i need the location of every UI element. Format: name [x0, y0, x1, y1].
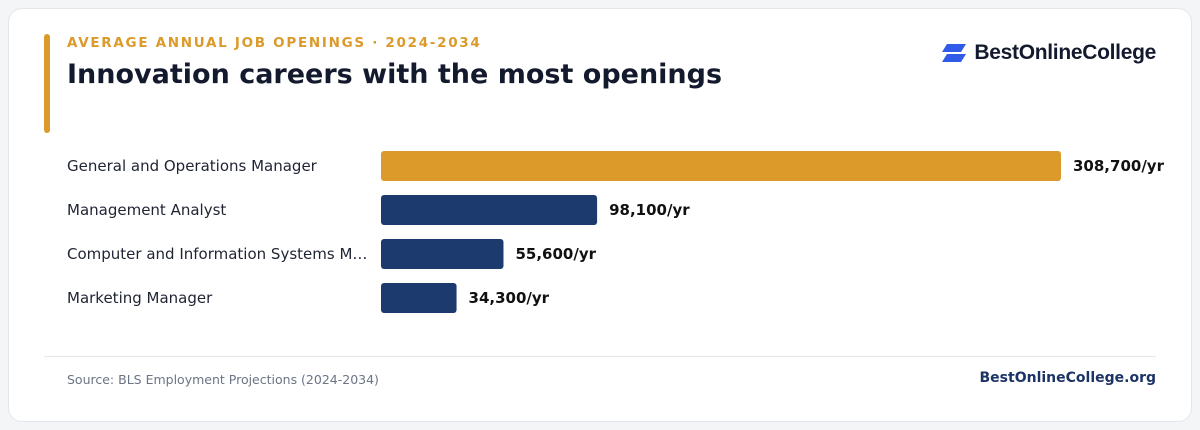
footer-divider [44, 356, 1156, 357]
chart-card: AVERAGE ANNUAL JOB OPENINGS · 2024-2034 … [8, 8, 1192, 422]
chart-title: Innovation careers with the most opening… [67, 59, 723, 90]
category-label: Management Analyst [67, 201, 226, 219]
bar[interactable] [381, 151, 1061, 181]
bestonlinecollege-logo-icon [942, 44, 967, 62]
brand-logo[interactable]: BestOnlineCollege [942, 41, 1156, 65]
brand-logo-text: BestOnlineCollege [974, 41, 1156, 64]
source-note: Source: BLS Employment Projections (2024… [67, 372, 379, 387]
category-label: Computer and Information Systems M… [67, 245, 367, 263]
value-label: 98,100/yr [609, 201, 690, 219]
category-label: Marketing Manager [67, 289, 213, 307]
accent-bar [44, 34, 50, 133]
bar[interactable] [381, 195, 598, 225]
footer-brand-link[interactable]: BestOnlineCollege.org [979, 370, 1156, 386]
category-label: General and Operations Manager [67, 157, 318, 175]
value-label: 55,600/yr [515, 245, 596, 263]
bar[interactable] [381, 283, 457, 313]
value-label: 34,300/yr [469, 289, 550, 307]
eyebrow-label: AVERAGE ANNUAL JOB OPENINGS · 2024-2034 [67, 35, 482, 51]
bar-chart: General and Operations Manager 308,700/yr… [67, 151, 1165, 313]
bar[interactable] [381, 239, 504, 269]
value-label: 308,700/yr [1073, 157, 1165, 175]
